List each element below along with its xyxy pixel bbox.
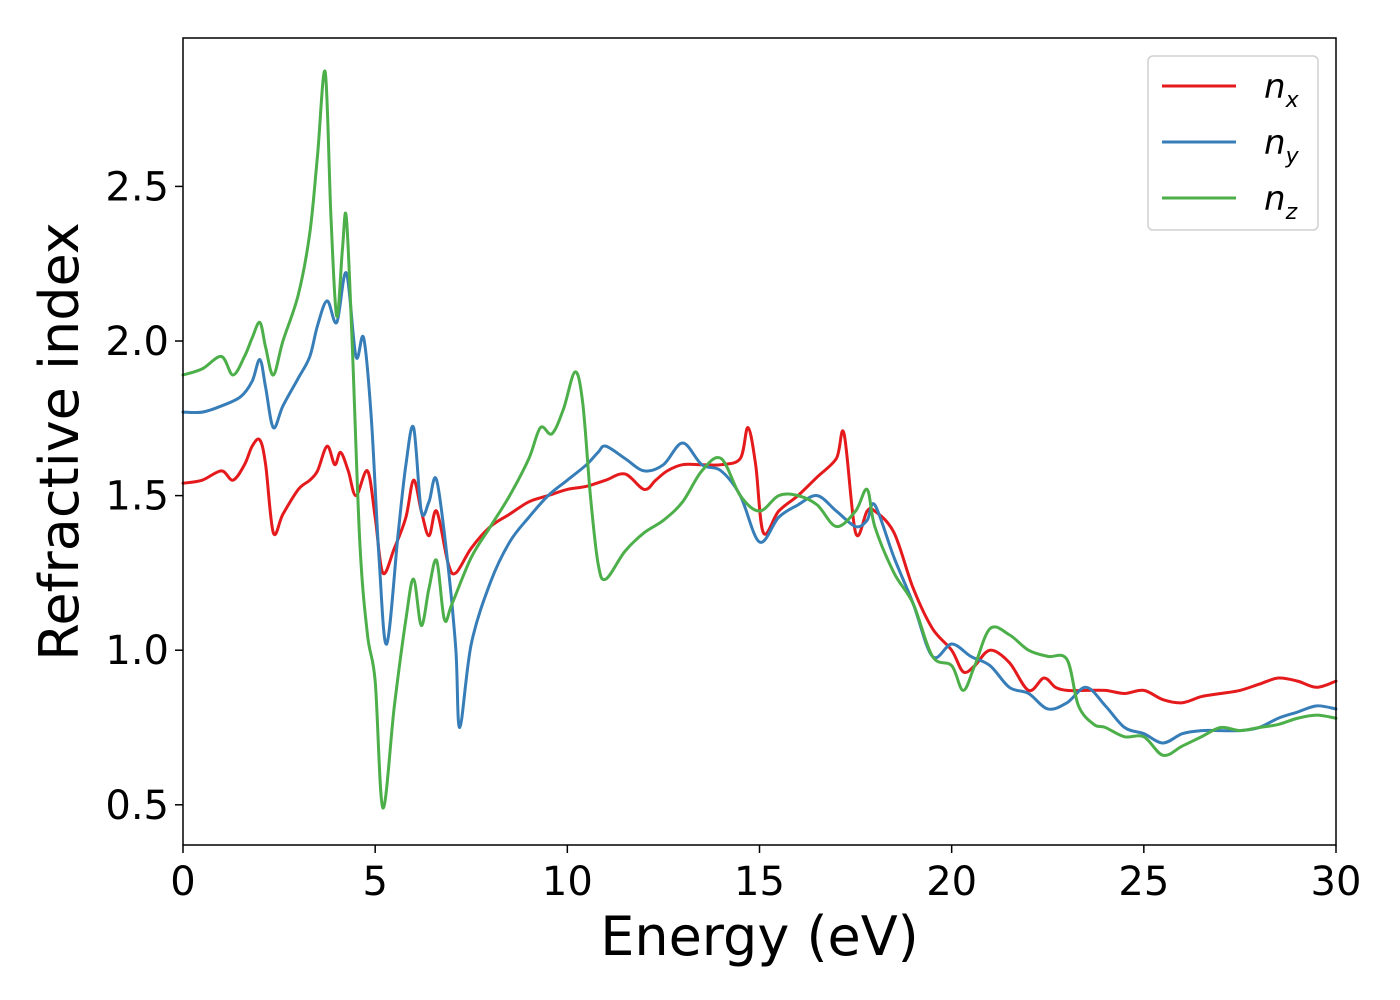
x-tick-label: 25: [1118, 859, 1169, 905]
x-tick-label: 5: [362, 859, 387, 905]
y-tick-label: 1.0: [105, 628, 169, 674]
legend: nx ny nz: [1147, 55, 1319, 231]
series-layer: [181, 69, 1338, 810]
x-tick-label: 0: [170, 859, 195, 905]
series-line-ny: [181, 271, 1338, 745]
x-tick-label: 20: [926, 859, 977, 905]
y-tick-label: 0.5: [105, 783, 169, 829]
y-tick-label: 2.5: [105, 164, 169, 210]
y-axis-title: Refractive index: [28, 222, 91, 661]
series-line-nz: [181, 69, 1338, 810]
legend-label-ny: ny: [1264, 123, 1300, 169]
legend-label-nz: nz: [1264, 179, 1298, 225]
x-axis: 0 5 10 15 20 25 30: [170, 845, 1361, 905]
x-tick-label: 15: [734, 859, 785, 905]
x-tick-label: 10: [542, 859, 593, 905]
y-axis: 0.5 1.0 1.5 2.0 2.5: [105, 164, 183, 829]
y-tick-label: 2.0: [105, 319, 169, 365]
y-tick-label: 1.5: [105, 474, 169, 520]
x-tick-label: 30: [1311, 859, 1362, 905]
legend-label-nx: nx: [1264, 67, 1300, 113]
x-axis-title: Energy (eV): [600, 905, 919, 968]
